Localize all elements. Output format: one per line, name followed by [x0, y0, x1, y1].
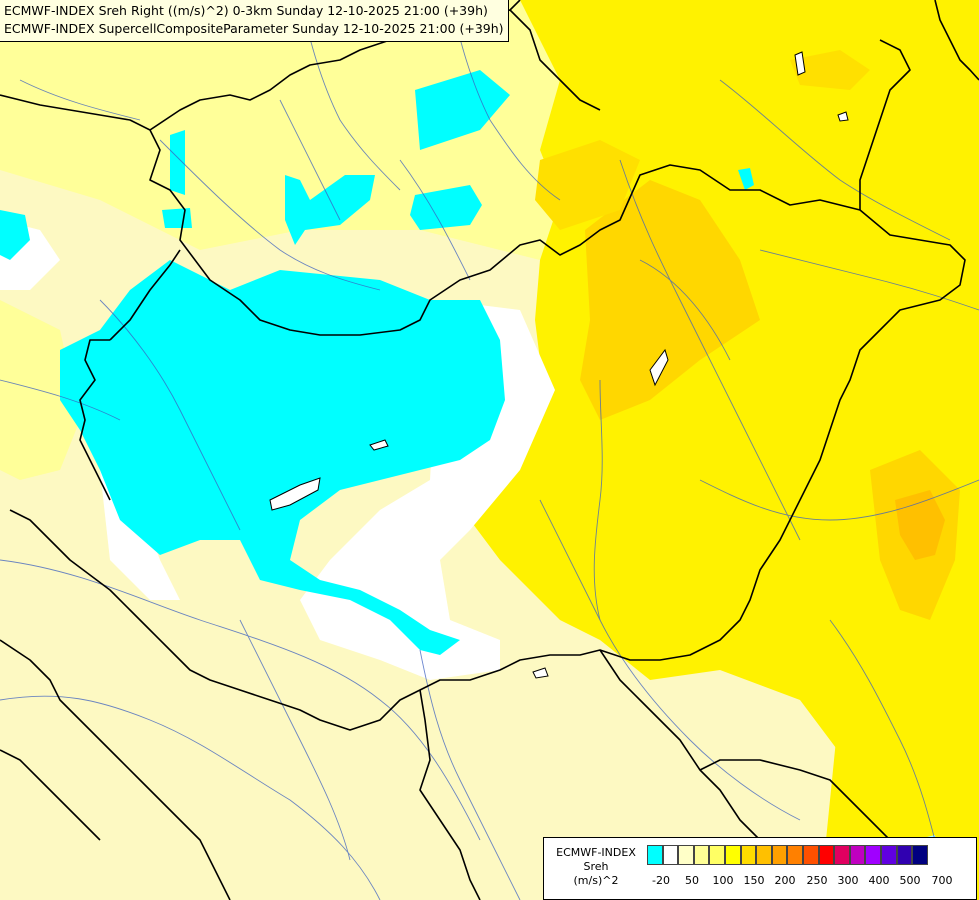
- legend-model: ECMWF-INDEX: [556, 846, 636, 859]
- legend-swatch: [678, 845, 694, 865]
- legend-swatch: [771, 845, 788, 865]
- legend-tick-label: 50: [685, 874, 699, 887]
- legend-parameter: Sreh: [583, 860, 609, 873]
- legend-tick-label: 500: [899, 874, 921, 887]
- legend-tick-label: -20: [652, 874, 670, 887]
- sreh-field-cyan-small-1: [170, 130, 185, 195]
- lake-balaton: [269, 477, 321, 511]
- legend-tick-labels: -20 50 100 150 200 250 300 400 500 700: [647, 874, 972, 890]
- sreh-field-cyan-main: [60, 260, 505, 655]
- color-legend: ECMWF-INDEX Sreh (m/s)^2 -20 50 100 150 200 2…: [543, 837, 977, 900]
- legend-tick-label: 100: [712, 874, 734, 887]
- legend-swatch: [802, 845, 819, 865]
- header-line-sreh: ECMWF-INDEX Sreh Right ((m/s)^2) 0-3km S…: [4, 3, 488, 18]
- legend-swatch: [787, 845, 803, 865]
- legend-title: ECMWF-INDEX Sreh (m/s)^2: [548, 846, 644, 888]
- legend-swatch: [662, 845, 679, 865]
- header-line-scp: ECMWF-INDEX SupercellCompositeParameter …: [4, 21, 504, 36]
- legend-tick-label: 400: [868, 874, 890, 887]
- legend-tick-label: 250: [806, 874, 828, 887]
- lake-small-3: [649, 348, 669, 387]
- legend-swatch: [724, 845, 741, 865]
- legend-swatch: [880, 845, 897, 865]
- legend-swatch: [693, 845, 710, 865]
- sreh-field-cyan-small-3: [0, 210, 30, 260]
- legend-swatch: [849, 845, 866, 865]
- legend-swatch: [709, 845, 725, 865]
- lake-small-1: [369, 439, 389, 451]
- sreh-field-cyan-small-2: [162, 208, 192, 228]
- legend-swatch: [818, 845, 835, 865]
- legend-unit: (m/s)^2: [573, 874, 619, 887]
- sreh-field-cyan-north: [415, 70, 510, 150]
- lake-small-4: [532, 667, 549, 679]
- sreh-field-cyan-blob: [410, 185, 482, 230]
- sreh-field-dark-yellow-ne: [790, 50, 870, 90]
- sreh-field-dark-yellow: [580, 180, 760, 420]
- legend-swatch: [756, 845, 772, 865]
- lake-small-2: [794, 51, 806, 76]
- legend-tick-label: 700: [931, 874, 953, 887]
- legend-swatch: [896, 845, 913, 865]
- legend-swatch: [740, 845, 757, 865]
- legend-color-bar: [647, 845, 928, 865]
- legend-tick-label: 150: [743, 874, 765, 887]
- legend-tick-label: 200: [774, 874, 796, 887]
- legend-swatch: [834, 845, 850, 865]
- legend-swatch: [865, 845, 881, 865]
- sreh-field-dark-yellow-north: [535, 140, 640, 230]
- lakes: [269, 51, 849, 679]
- sreh-field-cyan-strip: [285, 175, 375, 245]
- map-header: ECMWF-INDEX Sreh Right ((m/s)^2) 0-3km S…: [0, 0, 509, 42]
- lake-small-5: [837, 111, 849, 122]
- sreh-field-orange: [895, 490, 945, 560]
- legend-swatch: [912, 845, 928, 865]
- sreh-field-cyan-small-4: [738, 168, 754, 190]
- legend-swatch: [647, 845, 663, 865]
- legend-tick-label: 300: [837, 874, 859, 887]
